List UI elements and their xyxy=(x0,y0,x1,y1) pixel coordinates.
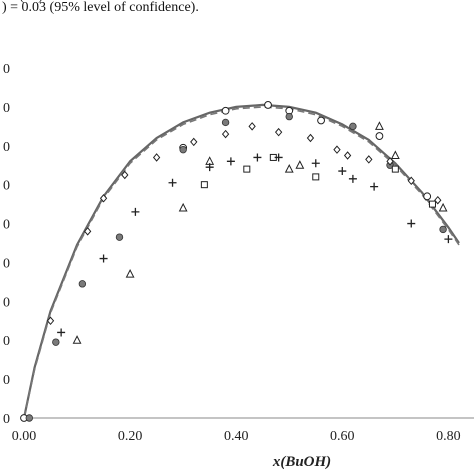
data-point-triangle xyxy=(126,270,133,277)
data-point-triangle xyxy=(392,152,399,159)
data-point-circle xyxy=(318,117,325,124)
data-point-triangle xyxy=(296,161,303,168)
fit-curves xyxy=(24,105,459,418)
data-point-triangle xyxy=(286,165,293,172)
y-tick-label: 0 xyxy=(3,373,10,388)
data-point-square xyxy=(244,166,250,172)
data-point-diamond xyxy=(249,123,255,130)
data-point-circle xyxy=(376,133,383,140)
data-point-plus xyxy=(169,179,177,187)
x-tick-label: 0.40 xyxy=(224,429,249,444)
data-point-plus xyxy=(407,220,415,228)
data-point-triangle xyxy=(439,204,446,211)
data-point-plus xyxy=(100,255,108,263)
data-point-plus xyxy=(349,175,357,183)
x-tick-label: 0.80 xyxy=(436,429,461,444)
data-point-diamond xyxy=(334,146,340,153)
y-tick-label: 0 xyxy=(3,256,10,271)
data-point-diamond xyxy=(223,131,229,138)
y-tick-label: 0 xyxy=(3,101,10,116)
y-tick-label: 0 xyxy=(3,412,10,427)
data-point-plus xyxy=(131,208,139,216)
data-point-diamond xyxy=(276,129,282,136)
data-point-filled-circle xyxy=(53,339,60,346)
data-point-circle xyxy=(424,193,431,200)
data-point-diamond xyxy=(191,138,197,145)
x-axis-title: x(BuOH) xyxy=(272,454,331,470)
data-point-plus xyxy=(312,159,320,167)
y-tick-label: 0 xyxy=(3,295,10,310)
data-point-filled-circle xyxy=(286,113,293,120)
data-point-triangle xyxy=(180,204,187,211)
data-point-triangle xyxy=(73,336,80,343)
data-point-plus xyxy=(227,157,235,165)
y-tick-label: 0 xyxy=(3,334,10,349)
data-point-circle xyxy=(265,102,272,109)
data-point-filled-circle xyxy=(26,415,33,422)
data-point-plus xyxy=(444,235,452,243)
data-point-square xyxy=(429,201,435,207)
data-points xyxy=(21,102,453,422)
data-point-filled-circle xyxy=(440,226,447,233)
data-point-diamond xyxy=(154,154,160,161)
x-tick-labels: 0.00 0.20 0.40 0.60 0.80 xyxy=(12,429,461,444)
data-point-diamond xyxy=(345,152,351,159)
data-point-filled-circle xyxy=(79,281,86,288)
data-point-square xyxy=(392,166,398,172)
y-tick-label: 0 xyxy=(3,62,10,77)
y-tick-label: 0 xyxy=(3,179,10,194)
data-point-filled-circle xyxy=(116,234,123,241)
data-point-square xyxy=(313,174,319,180)
data-point-filled-circle xyxy=(222,119,229,126)
x-tick-label: 0.00 xyxy=(12,429,37,444)
data-point-square xyxy=(201,182,207,188)
fit-curve-solid xyxy=(24,105,459,418)
y-tick-label: 0 xyxy=(3,140,10,155)
x-tick-label: 0.20 xyxy=(118,429,143,444)
data-point-plus xyxy=(57,328,65,336)
data-point-triangle xyxy=(376,122,383,129)
data-point-filled-circle xyxy=(180,146,187,153)
data-point-plus xyxy=(338,167,346,175)
data-point-diamond xyxy=(366,156,372,163)
data-point-plus xyxy=(370,183,378,191)
data-point-diamond xyxy=(307,135,313,142)
data-point-plus xyxy=(253,153,261,161)
data-point-circle xyxy=(222,107,229,114)
y-tick-labels: 0 0 0 0 0 0 0 0 0 0 xyxy=(3,62,10,427)
x-tick-label: 0.60 xyxy=(330,429,355,444)
data-point-filled-circle xyxy=(350,123,357,130)
y-tick-label: 0 xyxy=(3,218,10,233)
